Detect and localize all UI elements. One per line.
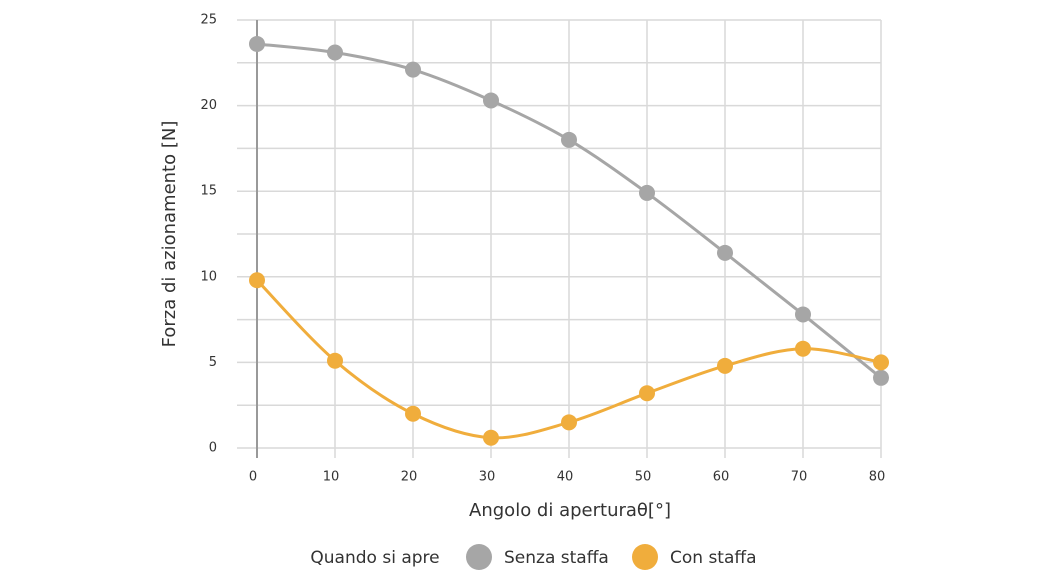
data-point [405,61,421,78]
x-tick-label: 50 [635,470,652,485]
y-tick-label: 0 [209,441,217,456]
data-point [483,92,499,109]
data-point [873,354,889,371]
x-tick-label: 80 [869,470,886,485]
data-point [561,131,577,148]
x-tick-label: 20 [401,470,418,485]
data-point [561,414,577,431]
legend-label: Con staffa [670,548,757,568]
x-tick-label: 60 [713,470,730,485]
x-tick-label: 10 [323,470,340,485]
y-tick-label: 20 [200,98,217,113]
legend-label: Senza staffa [504,548,609,568]
data-point [717,244,733,261]
data-point [717,357,733,374]
data-point [483,429,499,446]
data-point [795,340,811,357]
legend-marker [466,544,492,570]
y-axis-label: Forza di azionamento [N] [159,121,180,348]
y-tick-label: 10 [200,269,217,284]
legend-marker [632,544,658,570]
x-tick-label: 30 [479,470,496,485]
data-point [327,44,343,61]
x-tick-label: 40 [557,470,574,485]
x-tick-label: 0 [249,470,257,485]
x-tick-label: 70 [791,470,808,485]
y-tick-label: 15 [200,184,217,199]
x-axis-label: Angolo di aperturaθ[°] [469,500,671,521]
data-point [249,272,265,289]
data-point [639,184,655,201]
data-point [249,35,265,52]
data-point [405,405,421,422]
data-point [327,352,343,369]
data-point [873,369,889,386]
y-tick-label: 5 [209,355,217,370]
data-point [795,306,811,323]
y-tick-label: 25 [200,13,217,28]
legend-title: Quando si apre [310,548,439,568]
data-point [639,385,655,402]
